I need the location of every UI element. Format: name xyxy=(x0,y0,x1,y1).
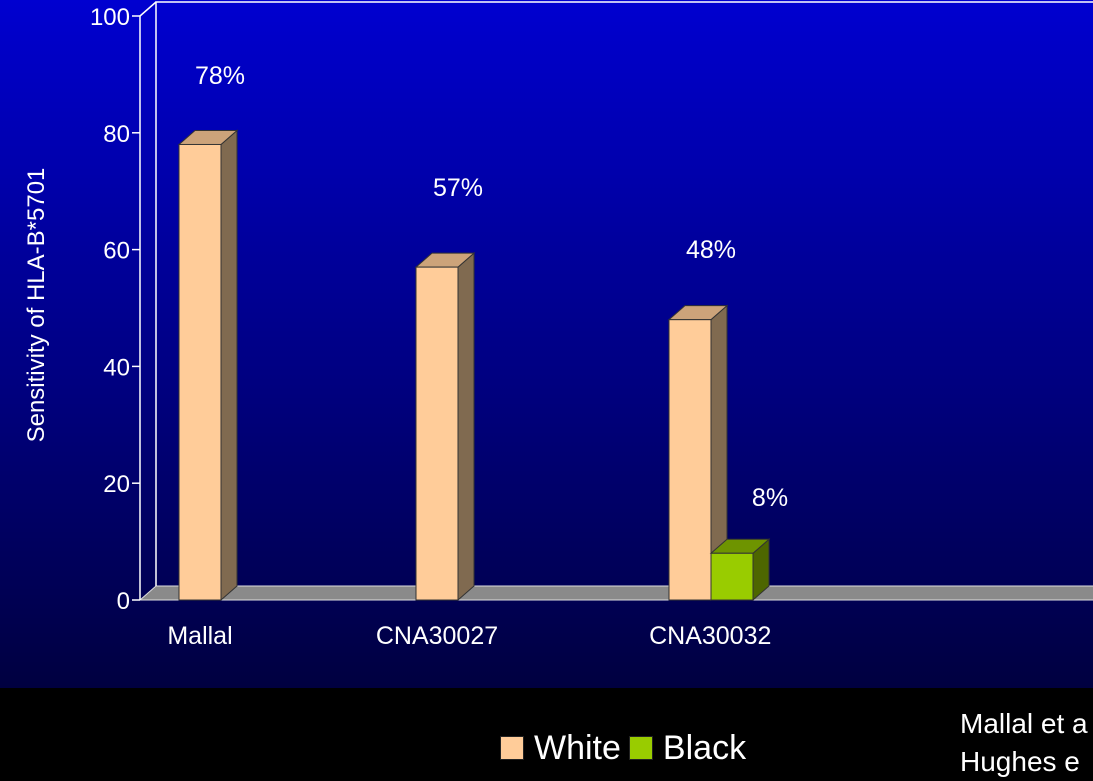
y-axis-label: Sensitivity of HLA-B*5701 xyxy=(23,168,50,443)
data-label: 57% xyxy=(433,174,483,202)
data-label: 78% xyxy=(195,62,245,90)
legend-swatch-white xyxy=(500,736,524,760)
data-label: 48% xyxy=(686,236,736,264)
data-label: 8% xyxy=(752,484,788,512)
y-tick-label: 60 xyxy=(103,238,130,265)
chart-floor xyxy=(138,585,1093,601)
x-tick-label: CNA30027 xyxy=(376,622,498,650)
citation-line-1: Mallal et a xyxy=(960,708,1088,739)
legend-swatch-black xyxy=(628,736,653,760)
bar-white-cna30027-side xyxy=(457,252,475,602)
legend-label-black: Black xyxy=(662,728,747,767)
legend-label-white: White xyxy=(534,728,621,767)
y-tick-label: 40 xyxy=(103,354,130,381)
x-tick-label: Mallal xyxy=(167,622,232,650)
y-tick-label: 20 xyxy=(103,471,130,498)
y-tick-label: 0 xyxy=(117,588,130,615)
citation: Mallal et a Hughes e xyxy=(960,705,1093,781)
y-tick-label: 100 xyxy=(90,4,130,31)
citation-line-2: Hughes e xyxy=(960,746,1080,777)
chart-background xyxy=(0,0,1093,688)
y-axis-top-edge xyxy=(139,1,157,17)
chart-back-wall xyxy=(155,1,1093,586)
bar-white-mallal-side xyxy=(220,129,238,602)
legend: White Black xyxy=(500,728,754,768)
bar-white-cna30032 xyxy=(668,319,712,601)
bar-white-mallal xyxy=(178,143,222,601)
bar-white-cna30027 xyxy=(415,266,459,601)
x-tick-label: CNA30032 xyxy=(649,622,771,650)
bar-black-cna30032 xyxy=(710,552,754,601)
y-tick-label: 80 xyxy=(103,121,130,148)
